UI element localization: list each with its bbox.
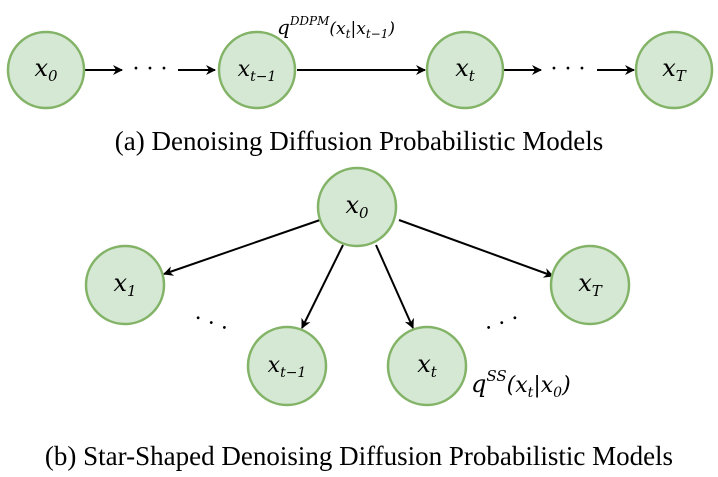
node-a-x0: x0 xyxy=(6,30,86,110)
ellipsis-left: · · · xyxy=(133,57,168,82)
edge-x0-xtm1 xyxy=(301,244,344,329)
star-ddpm-diagram: · · · · · · x0 x1 xt−1 xt xT qSS(xt|x0) … xyxy=(45,166,673,471)
svg-text:xt: xt xyxy=(455,54,476,85)
svg-text:x1: x1 xyxy=(113,269,136,300)
node-a-xT: xT xyxy=(634,30,714,110)
edge-x0-xt xyxy=(375,244,414,329)
svg-text:xT: xT xyxy=(662,54,687,85)
ddpm-transition-label: qDDPM(xt|xt−1) xyxy=(277,14,395,41)
ellipsis-b-left: · · · xyxy=(190,306,231,341)
node-b-x1: x1 xyxy=(84,244,166,326)
node-a-xt: xt xyxy=(425,30,505,110)
svg-text:xT: xT xyxy=(578,269,603,300)
caption-b: (b) Star-Shaped Denoising Diffusion Prob… xyxy=(45,441,673,471)
svg-text:xt: xt xyxy=(417,350,438,381)
edge-x0-x1 xyxy=(163,219,321,276)
caption-a: (a) Denoising Diffusion Probabilistic Mo… xyxy=(115,126,603,156)
svg-text:xt−1: xt−1 xyxy=(268,353,307,381)
node-b-xtm1: xt−1 xyxy=(246,325,328,407)
svg-text:xt−1: xt−1 xyxy=(238,57,277,85)
ellipsis-right: · · · xyxy=(551,57,586,82)
node-b-xt: xt xyxy=(386,325,468,407)
node-b-xT: xT xyxy=(549,244,631,326)
node-b-x0: x0 xyxy=(316,166,398,248)
svg-text:x0: x0 xyxy=(34,54,58,85)
node-a-xtm1: xt−1 xyxy=(217,30,297,110)
star-transition-label: qSS(xt|x0) xyxy=(471,367,571,401)
svg-text:x0: x0 xyxy=(345,191,369,222)
edge-x0-xT xyxy=(398,219,554,278)
ddpm-diagram: · · · · · · qDDPM(xt|xt−1) x0 xt−1 xt xT… xyxy=(6,14,714,156)
ellipsis-b-right: · · · xyxy=(481,306,522,341)
